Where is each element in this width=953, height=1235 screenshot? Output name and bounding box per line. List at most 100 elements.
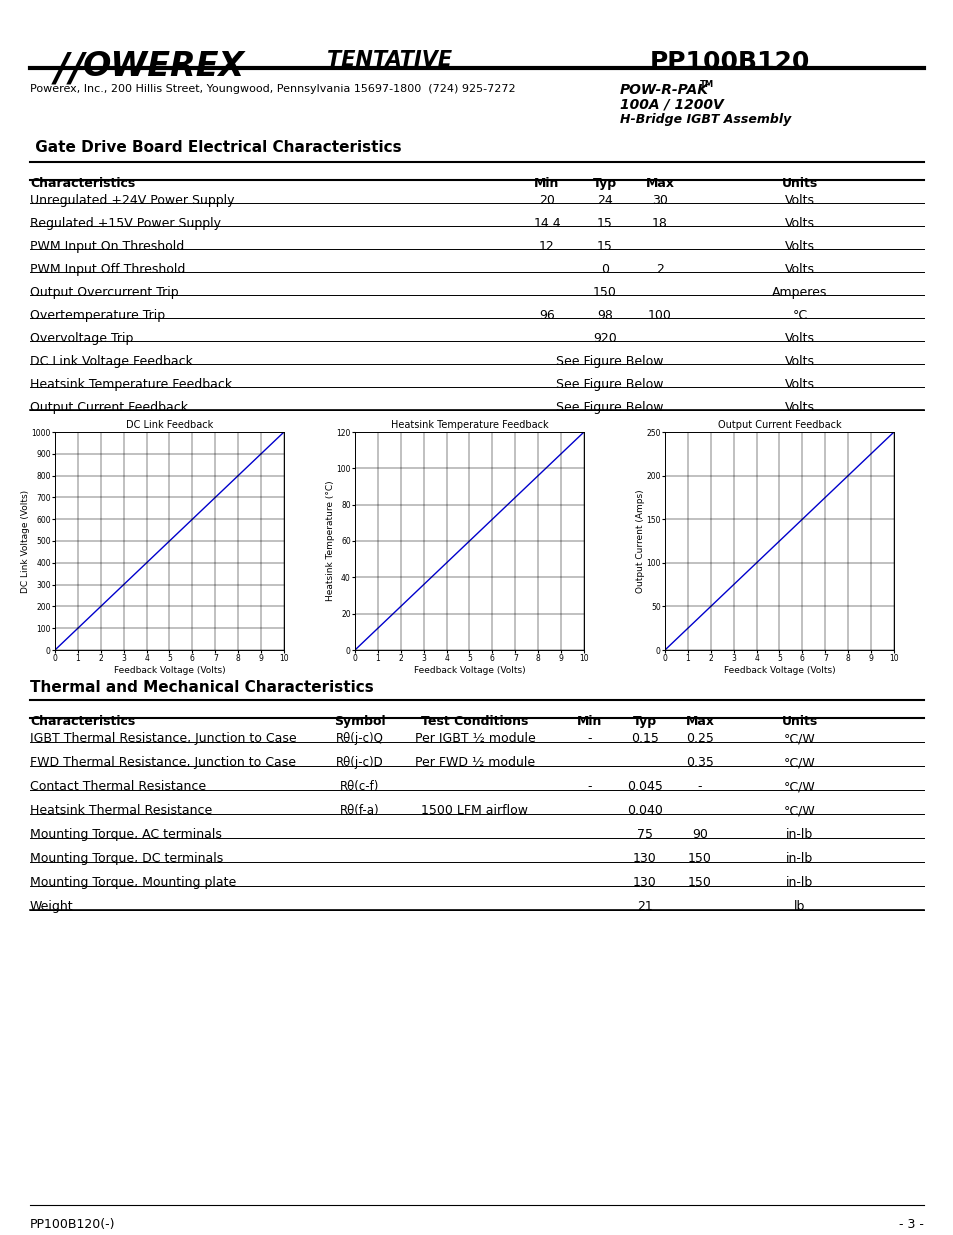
Text: 920: 920 [593, 332, 617, 345]
Text: Per FWD ½ module: Per FWD ½ module [415, 756, 535, 769]
Text: Min: Min [534, 177, 559, 190]
Text: Thermal and Mechanical Characteristics: Thermal and Mechanical Characteristics [30, 680, 374, 695]
Text: See Figure Below: See Figure Below [556, 378, 663, 391]
Title: Output Current Feedback: Output Current Feedback [717, 420, 841, 430]
Text: - 3 -: - 3 - [898, 1218, 923, 1231]
Text: Unregulated +24V Power Supply: Unregulated +24V Power Supply [30, 194, 234, 207]
Text: 24: 24 [597, 194, 612, 207]
Text: 18: 18 [652, 217, 667, 230]
Text: /: / [70, 49, 84, 88]
Title: Heatsink Temperature Feedback: Heatsink Temperature Feedback [391, 420, 548, 430]
Text: 15: 15 [597, 217, 612, 230]
Text: Rθ(f-a): Rθ(f-a) [340, 804, 379, 818]
Text: 96: 96 [538, 309, 555, 322]
Text: Mounting Torque, DC terminals: Mounting Torque, DC terminals [30, 852, 223, 864]
Text: Gate Drive Board Electrical Characteristics: Gate Drive Board Electrical Characterist… [30, 140, 401, 156]
Text: Units: Units [781, 715, 818, 727]
Text: PP100B120(-): PP100B120(-) [30, 1218, 115, 1231]
Text: in-lb: in-lb [785, 852, 813, 864]
Text: 2: 2 [656, 263, 663, 275]
Text: Symbol: Symbol [334, 715, 385, 727]
Text: PWM Input On Threshold: PWM Input On Threshold [30, 240, 184, 253]
Text: See Figure Below: See Figure Below [556, 354, 663, 368]
Text: Rθ(j-c)Q: Rθ(j-c)Q [335, 732, 383, 745]
Text: Volts: Volts [784, 354, 814, 368]
Text: 75: 75 [637, 827, 652, 841]
Text: 1500 LFM airflow: 1500 LFM airflow [421, 804, 528, 818]
Text: 0.040: 0.040 [626, 804, 662, 818]
Text: 150: 150 [687, 852, 711, 864]
X-axis label: Feedback Voltage (Volts): Feedback Voltage (Volts) [414, 666, 525, 676]
Text: Output Overcurrent Trip: Output Overcurrent Trip [30, 287, 178, 299]
Text: Characteristics: Characteristics [30, 715, 135, 727]
Text: Powerex, Inc., 200 Hillis Street, Youngwood, Pennsylvania 15697-1800  (724) 925-: Powerex, Inc., 200 Hillis Street, Youngw… [30, 84, 515, 94]
Text: 150: 150 [593, 287, 617, 299]
Text: Per IGBT ½ module: Per IGBT ½ module [415, 732, 535, 745]
Text: 15: 15 [597, 240, 612, 253]
Text: in-lb: in-lb [785, 827, 813, 841]
Text: -: - [697, 781, 701, 793]
Text: Min: Min [577, 715, 602, 727]
X-axis label: Feedback Voltage (Volts): Feedback Voltage (Volts) [723, 666, 835, 676]
Text: 0.35: 0.35 [685, 756, 713, 769]
Text: Rθ(c-f): Rθ(c-f) [340, 781, 379, 793]
Text: IGBT Thermal Resistance, Junction to Case: IGBT Thermal Resistance, Junction to Cas… [30, 732, 296, 745]
Text: Units: Units [781, 177, 818, 190]
Text: Heatsink Thermal Resistance: Heatsink Thermal Resistance [30, 804, 212, 818]
Text: 21: 21 [637, 900, 652, 913]
Text: 90: 90 [691, 827, 707, 841]
Text: Volts: Volts [784, 378, 814, 391]
Text: Output Current Feedback: Output Current Feedback [30, 401, 188, 414]
Text: 130: 130 [633, 852, 657, 864]
Text: FWD Thermal Resistance, Junction to Case: FWD Thermal Resistance, Junction to Case [30, 756, 295, 769]
Text: °C/W: °C/W [783, 732, 815, 745]
Text: 0.25: 0.25 [685, 732, 713, 745]
Text: Max: Max [645, 177, 674, 190]
Text: Typ: Typ [632, 715, 657, 727]
Text: Overvoltage Trip: Overvoltage Trip [30, 332, 133, 345]
Text: 14.4: 14.4 [533, 217, 560, 230]
Text: POW-R-PAK: POW-R-PAK [619, 83, 708, 98]
Text: °C: °C [792, 309, 807, 322]
Text: °C/W: °C/W [783, 781, 815, 793]
Text: Characteristics: Characteristics [30, 177, 135, 190]
Text: 0.15: 0.15 [630, 732, 659, 745]
Text: Overtemperature Trip: Overtemperature Trip [30, 309, 165, 322]
Text: Max: Max [685, 715, 714, 727]
X-axis label: Feedback Voltage (Volts): Feedback Voltage (Volts) [113, 666, 225, 676]
Text: Heatsink Temperature Feedback: Heatsink Temperature Feedback [30, 378, 232, 391]
Text: /: / [55, 49, 70, 88]
Text: -: - [587, 732, 592, 745]
Text: 30: 30 [652, 194, 667, 207]
Text: Volts: Volts [784, 240, 814, 253]
Text: 130: 130 [633, 876, 657, 889]
Text: 20: 20 [538, 194, 555, 207]
Text: lb: lb [794, 900, 805, 913]
Title: DC Link Feedback: DC Link Feedback [126, 420, 213, 430]
Text: 100A / 1200V: 100A / 1200V [619, 98, 723, 112]
Text: Volts: Volts [784, 263, 814, 275]
Text: Amperes: Amperes [772, 287, 827, 299]
Y-axis label: DC Link Voltage (Volts): DC Link Voltage (Volts) [21, 489, 30, 593]
Text: 100: 100 [647, 309, 671, 322]
Text: Mounting Torque, Mounting plate: Mounting Torque, Mounting plate [30, 876, 236, 889]
Text: Contact Thermal Resistance: Contact Thermal Resistance [30, 781, 206, 793]
Text: DC Link Voltage Feedback: DC Link Voltage Feedback [30, 354, 193, 368]
Text: Volts: Volts [784, 217, 814, 230]
Text: 98: 98 [597, 309, 612, 322]
Text: -: - [587, 781, 592, 793]
Text: Volts: Volts [784, 194, 814, 207]
Text: TM: TM [700, 80, 714, 89]
Text: 0.045: 0.045 [626, 781, 662, 793]
Text: TENTATIVE: TENTATIVE [327, 49, 452, 70]
Text: °C/W: °C/W [783, 804, 815, 818]
Text: Typ: Typ [593, 177, 617, 190]
Text: Mounting Torque, AC terminals: Mounting Torque, AC terminals [30, 827, 222, 841]
Text: in-lb: in-lb [785, 876, 813, 889]
Text: Rθ(j-c)D: Rθ(j-c)D [335, 756, 383, 769]
Text: Volts: Volts [784, 332, 814, 345]
Text: PWM Input Off Threshold: PWM Input Off Threshold [30, 263, 185, 275]
Text: OWEREX: OWEREX [83, 49, 245, 83]
Y-axis label: Heatsink Temperature (°C): Heatsink Temperature (°C) [326, 480, 335, 601]
Text: Regulated +15V Power Supply: Regulated +15V Power Supply [30, 217, 221, 230]
